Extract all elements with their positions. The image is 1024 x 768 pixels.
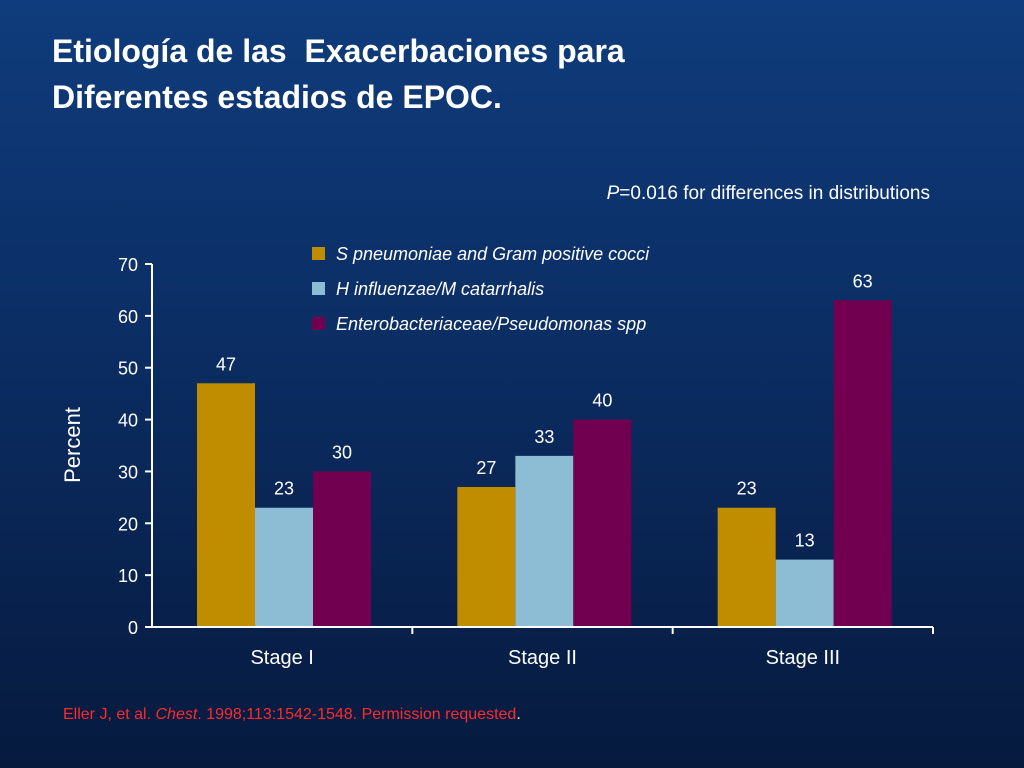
bar-s3-1: [313, 471, 371, 627]
p-value-symbol: P: [606, 183, 620, 204]
title-line-1: Etiología de las Exacerbaciones para: [52, 33, 625, 69]
slide-title: Etiología de las Exacerbaciones para Dif…: [52, 28, 952, 120]
citation-details: . 1998;113:1542-1548. Permission request…: [197, 706, 517, 723]
legend-label-3: Enterobacteriaceae/Pseudomonas spp: [336, 314, 646, 334]
y-tick-label-40: 40: [118, 411, 138, 431]
bar-s1-3: [717, 507, 776, 627]
data-label-s3-1: 30: [332, 442, 352, 462]
bar-s3-2: [573, 419, 632, 627]
y-tick-label-60: 60: [118, 307, 138, 327]
legend-swatch-1: [312, 247, 325, 260]
y-tick-label-30: 30: [118, 462, 138, 482]
citation-journal: Chest: [155, 706, 198, 723]
legend-label-1: S pneumoniae and Gram positive cocci: [336, 244, 650, 264]
citation-end: .: [516, 706, 521, 723]
y-tick-label-10: 10: [118, 566, 138, 586]
y-axis-title: Percent: [60, 407, 85, 483]
x-tick-label-2: Stage II: [508, 647, 577, 669]
p-value-note: P=0.016 for differences in distributions: [607, 183, 930, 205]
y-tick-label-20: 20: [118, 514, 138, 534]
data-label-s2-1: 23: [274, 479, 294, 499]
citation-authors: Eller J, et al.: [63, 706, 156, 723]
bar-s2-1: [255, 507, 313, 627]
data-label-s2-2: 33: [534, 427, 554, 447]
legend-label-2: H influenzae/M catarrhalis: [336, 279, 544, 299]
bar-s3-3: [833, 300, 892, 627]
x-tick-label-1: Stage I: [250, 647, 313, 669]
data-label-s1-2: 27: [476, 458, 496, 478]
y-tick-label-0: 0: [128, 618, 138, 638]
data-label-s1-3: 23: [737, 479, 757, 499]
data-label-s2-3: 13: [795, 531, 815, 551]
bar-s1-2: [457, 486, 516, 627]
x-tick-label-3: Stage III: [766, 647, 841, 669]
title-line-2: Diferentes estadios de EPOC.: [52, 79, 502, 115]
bar-s2-3: [775, 559, 834, 627]
p-value-text: =0.016 for differences in distributions: [619, 183, 930, 204]
data-label-s1-1: 47: [216, 354, 236, 374]
bar-s2-2: [515, 455, 574, 627]
legend-swatch-2: [312, 282, 325, 295]
citation: Eller J, et al. Chest. 1998;113:1542-154…: [63, 706, 521, 724]
legend-swatch-3: [312, 317, 325, 330]
y-tick-label-50: 50: [118, 359, 138, 379]
data-label-s3-3: 63: [853, 271, 873, 291]
bar-s1-1: [197, 383, 255, 627]
data-label-s3-2: 40: [592, 391, 612, 411]
y-tick-label-70: 70: [118, 255, 138, 275]
